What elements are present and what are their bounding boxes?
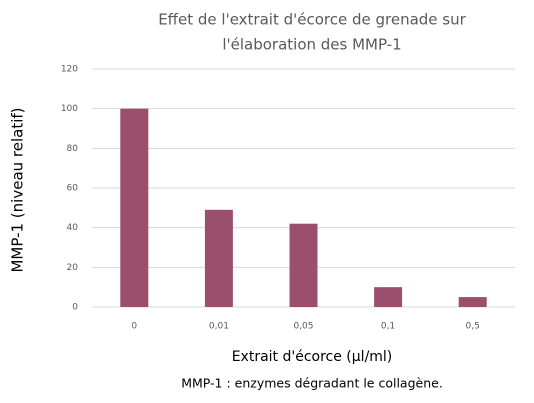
- bar: [374, 287, 403, 307]
- bar: [458, 297, 487, 307]
- y-tick-label: 40: [67, 223, 79, 233]
- y-tick-label: 120: [61, 65, 78, 75]
- y-tick-label: 20: [67, 263, 79, 273]
- chart-title: l'élaboration des MMP-1: [222, 36, 401, 54]
- chart-title: Effet de l'extrait d'écorce de grenade s…: [158, 11, 466, 29]
- y-tick-label: 100: [61, 104, 78, 114]
- bar: [120, 108, 149, 308]
- x-tick-label: 0: [131, 322, 137, 332]
- y-tick-label: 80: [67, 144, 79, 154]
- y-tick-label: 60: [67, 184, 79, 194]
- bar: [289, 223, 318, 307]
- caption: MMP-1 : enzymes dégradant le collagène.: [181, 376, 443, 391]
- y-axis-label: MMP-1 (niveau relatif): [9, 107, 27, 272]
- x-tick-label: 0,5: [466, 322, 480, 332]
- y-tick-label: 0: [72, 303, 78, 313]
- bar: [204, 209, 233, 307]
- x-tick-label: 0,1: [381, 322, 395, 332]
- x-tick-label: 0,01: [209, 322, 229, 332]
- x-tick-label: 0,05: [293, 322, 313, 332]
- x-axis-label: Extrait d'écorce (µl/ml): [232, 349, 393, 365]
